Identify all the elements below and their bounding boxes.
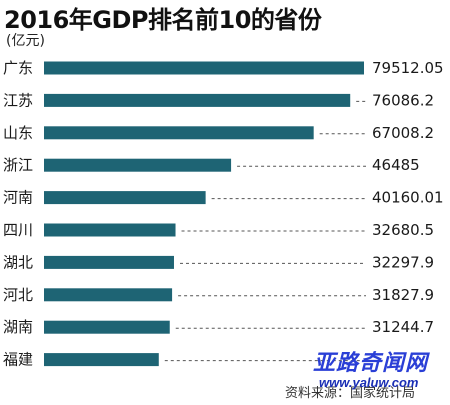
category-label: 湖北 [3, 253, 33, 271]
value-label: 31827.9 [372, 286, 434, 304]
bar [44, 61, 364, 75]
bar [44, 255, 174, 269]
value-label: 32297.9 [372, 253, 434, 271]
category-label: 福建 [3, 351, 33, 369]
category-label: 江苏 [3, 91, 33, 109]
bar [44, 288, 173, 302]
bar [44, 191, 206, 205]
watermark-logo: 亚路奇闻网 www.yaluw.com [305, 345, 445, 401]
category-label: 河北 [3, 286, 33, 304]
value-label: 79512.05 [372, 59, 444, 77]
category-label: 四川 [3, 221, 33, 239]
unit-label: (亿元) [6, 33, 45, 49]
bar [44, 353, 159, 367]
watermark-text: 亚路奇闻网 [313, 350, 429, 376]
category-label: 广东 [3, 59, 33, 77]
value-label: 40160.01 [372, 189, 444, 207]
bar [44, 320, 170, 334]
bar [44, 93, 351, 107]
chart-title: 2016年GDP排名前10的省份 [4, 6, 322, 34]
category-label: 山东 [3, 124, 33, 142]
value-label: 31244.7 [372, 318, 434, 336]
source-note: 资料来源：国家统计局 [285, 386, 416, 401]
bar [44, 158, 232, 172]
value-label: 76086.2 [372, 91, 434, 109]
bar [44, 223, 176, 237]
watermark-url: www.yaluw.com [319, 375, 419, 390]
value-label: 46485 [372, 156, 420, 174]
bar [44, 126, 314, 140]
value-label: 32680.5 [372, 221, 434, 239]
value-label: 67008.2 [372, 124, 434, 142]
category-label: 河南 [3, 189, 33, 207]
category-label: 湖南 [3, 318, 33, 336]
category-label: 浙江 [3, 156, 33, 174]
